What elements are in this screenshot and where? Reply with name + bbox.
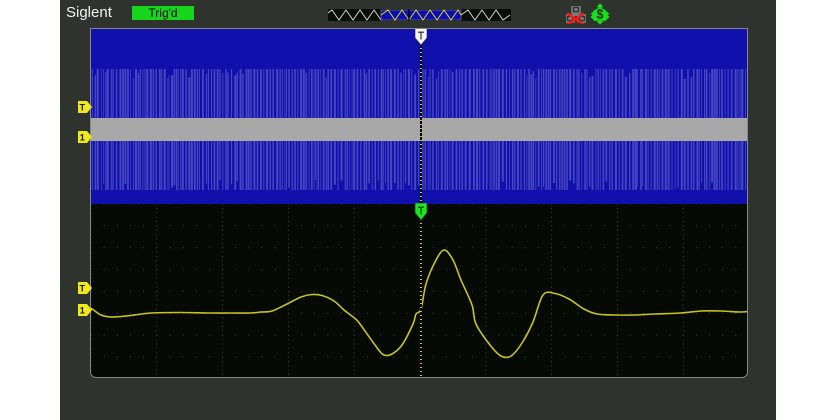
svg-text:T: T [79,284,85,294]
svg-text:1: 1 [79,306,84,316]
svg-text:1: 1 [79,133,84,143]
svg-text:T: T [79,103,85,113]
svg-text:$: $ [597,8,604,22]
